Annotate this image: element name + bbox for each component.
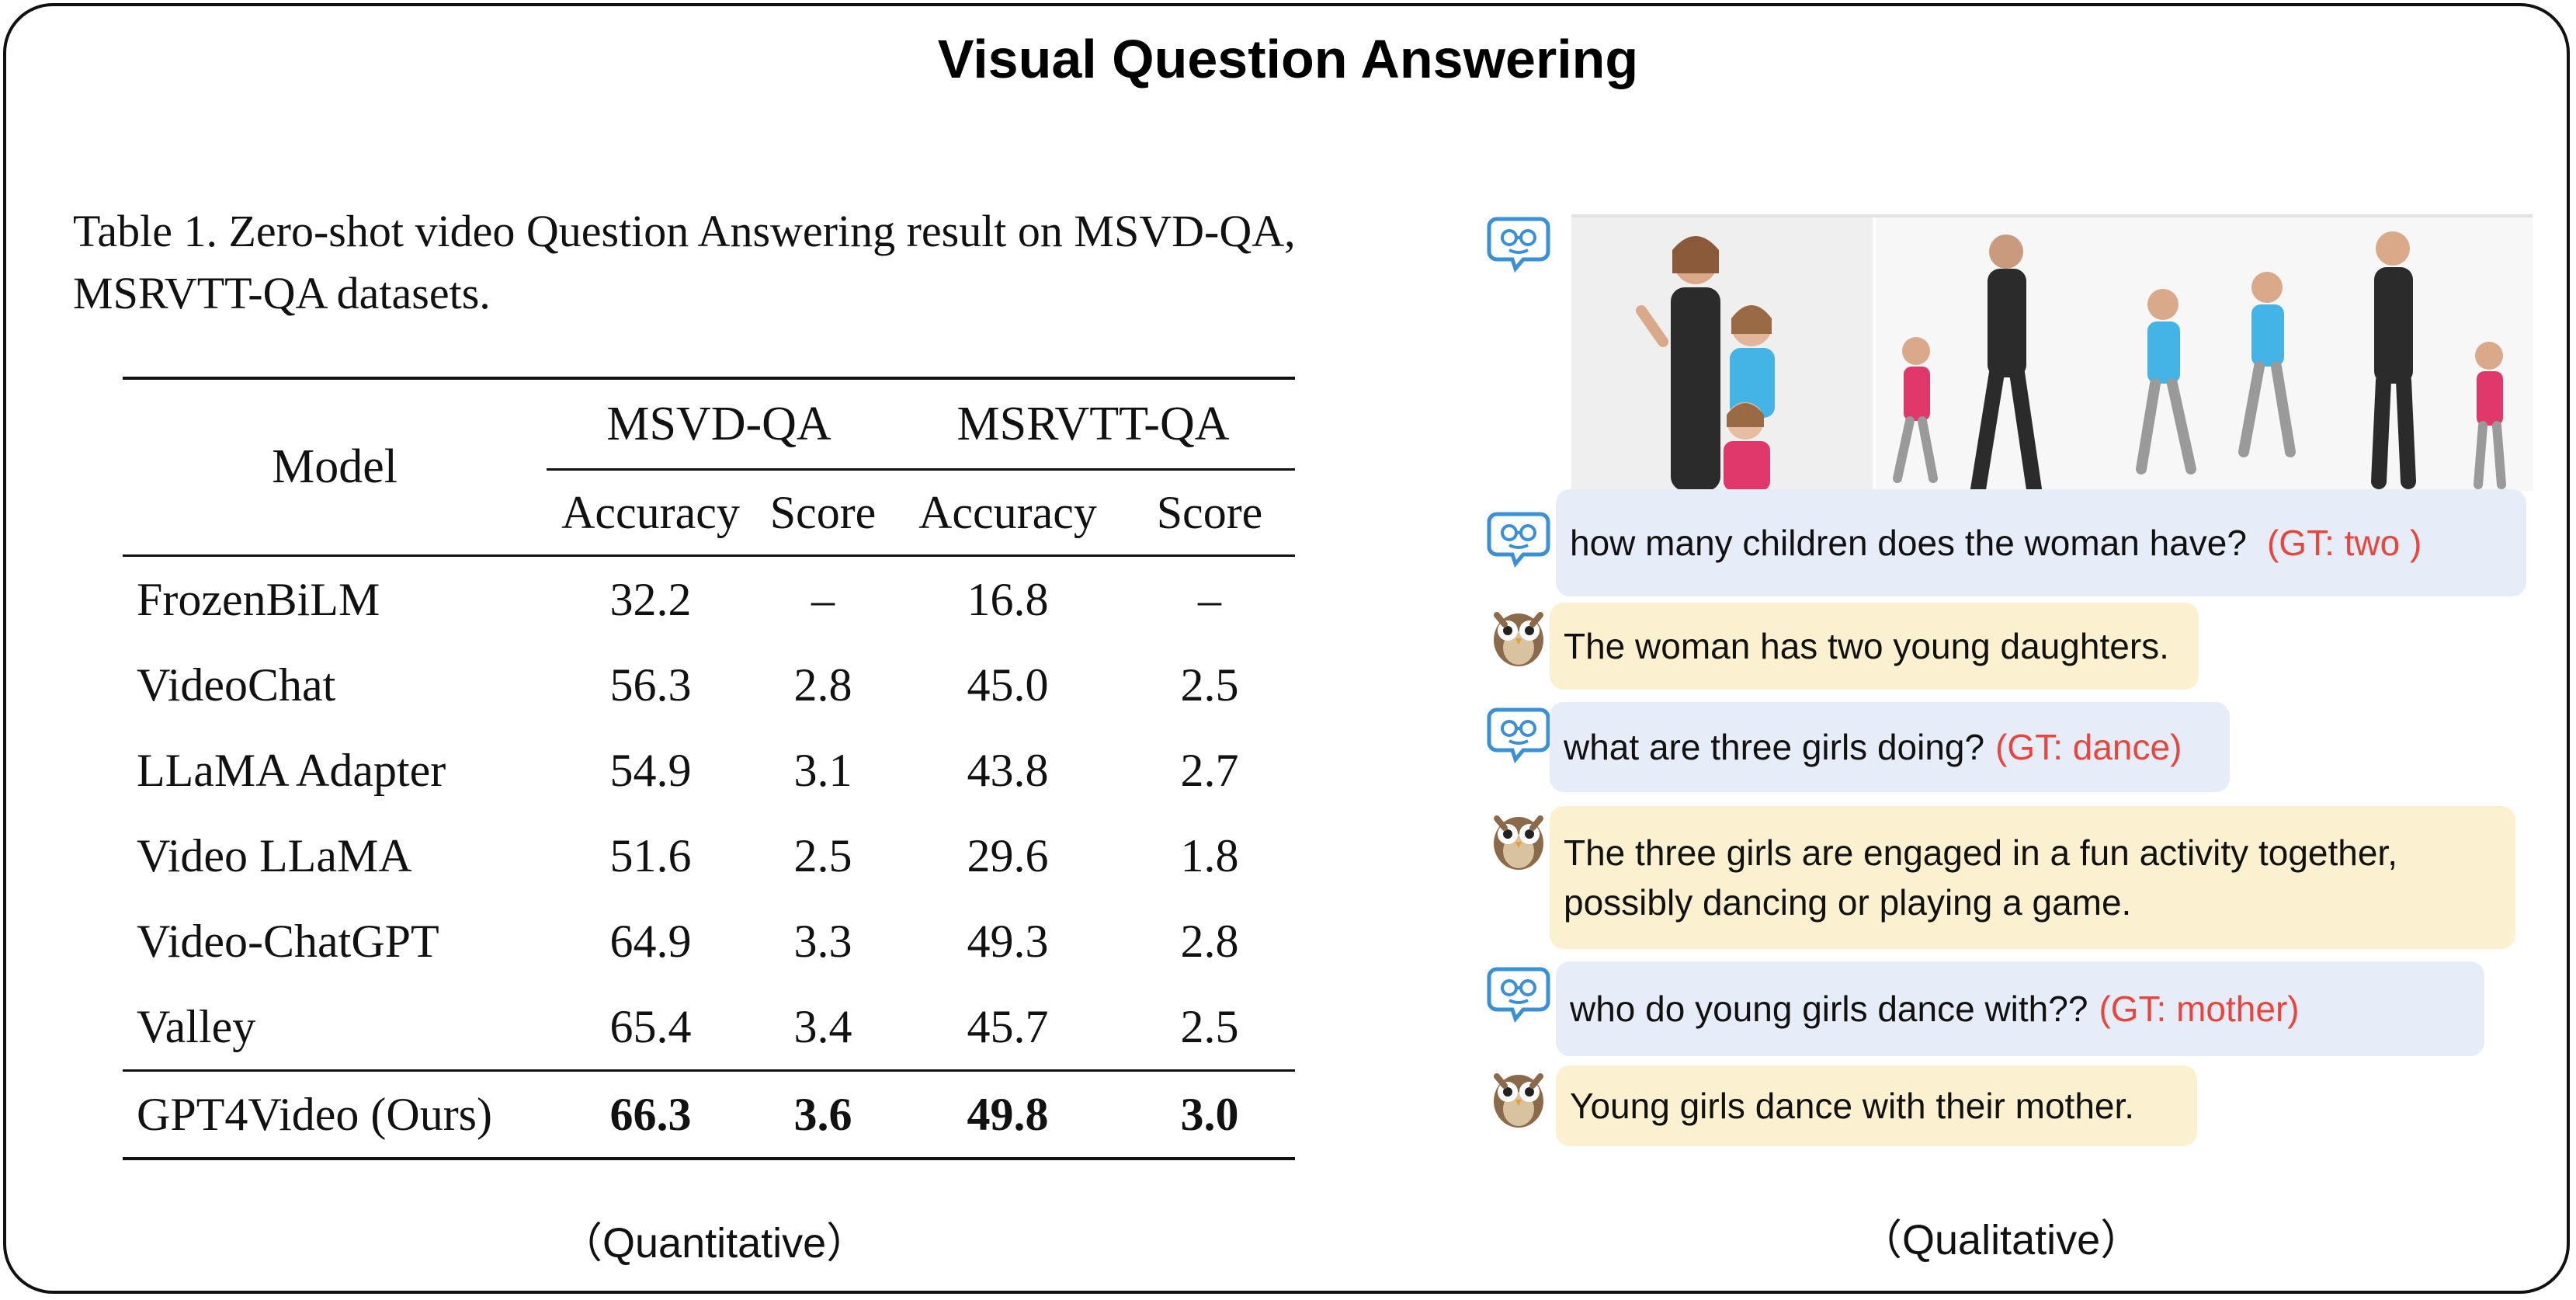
model-name: GPT4Video (Ours) bbox=[137, 1088, 492, 1140]
message-text: who do young girls dance with?? bbox=[1570, 989, 2088, 1029]
ground-truth-label: (GT: mother) bbox=[2099, 989, 2300, 1029]
ground-truth-label: (GT: dance) bbox=[1995, 727, 2182, 767]
cell-value: 45.7 bbox=[967, 1000, 1049, 1052]
cell-value: 3.1 bbox=[793, 744, 852, 796]
cell-value-best: 66.3 bbox=[609, 1088, 692, 1140]
robot-face-icon bbox=[1487, 707, 1550, 764]
sub-header: Score bbox=[1156, 486, 1263, 538]
cell-value: 65.4 bbox=[609, 1000, 692, 1052]
owl-icon bbox=[1494, 612, 1543, 666]
cell-value: 3.4 bbox=[793, 1000, 852, 1052]
group-header-msrvtt: MSRVTT-QA bbox=[891, 378, 1295, 471]
cell-value-best: 3.6 bbox=[793, 1088, 852, 1140]
message-text: The woman has two young daughters. bbox=[1564, 626, 2169, 666]
video-frames bbox=[1571, 214, 2533, 491]
video-frame-3 bbox=[2136, 272, 2296, 474]
results-table: Model MSVD-QA MSRVTT-QA Accuracy Score A… bbox=[123, 377, 1295, 1160]
message-text: how many children does the woman have? bbox=[1570, 523, 2247, 563]
user-message: who do young girls dance with?? (GT: moth… bbox=[1556, 961, 2484, 1056]
cell-value: 2.8 bbox=[793, 659, 852, 711]
table-row: Video-ChatGPT 64.9 3.3 49.3 2.8 bbox=[123, 899, 1295, 984]
video-frame-2 bbox=[1893, 235, 2042, 491]
cell-value: 2.7 bbox=[1180, 744, 1239, 796]
cell-value: 45.0 bbox=[967, 659, 1049, 711]
cell-value-best: 3.0 bbox=[1180, 1088, 1239, 1140]
owl-icon bbox=[1494, 1073, 1543, 1128]
cell-value: 43.8 bbox=[967, 744, 1049, 796]
qualitative-example: how many children does the woman have? (G… bbox=[1475, 202, 2539, 1146]
user-message: what are three girls doing? (GT: dance) bbox=[1550, 702, 2230, 792]
cell-value: – bbox=[1198, 573, 1221, 625]
table-header-groups: Model MSVD-QA MSRVTT-QA bbox=[123, 378, 1295, 493]
user-message: how many children does the woman have? (G… bbox=[1556, 489, 2526, 596]
cell-value: 49.3 bbox=[967, 915, 1049, 967]
message-text: what are three girls doing? bbox=[1564, 727, 1985, 767]
sub-header: Accuracy bbox=[561, 486, 740, 538]
cell-value: 51.6 bbox=[609, 829, 692, 881]
figure-title: Visual Question Answering bbox=[937, 29, 1639, 89]
message-text: Young girls dance with their mother. bbox=[1570, 1086, 2135, 1126]
cell-value: 2.8 bbox=[1180, 915, 1239, 967]
table-row: Video LLaMA 51.6 2.5 29.6 1.8 bbox=[123, 813, 1295, 899]
cell-value: – bbox=[811, 573, 835, 625]
ground-truth-label: (GT: two ) bbox=[2266, 523, 2422, 563]
video-frame-4 bbox=[2371, 231, 2506, 489]
cell-value: 2.5 bbox=[793, 829, 852, 881]
qualitative-label: （Qualitative） bbox=[1860, 1217, 2143, 1264]
cell-value-best: 49.8 bbox=[967, 1088, 1049, 1140]
cell-value: 3.3 bbox=[793, 915, 852, 967]
robot-face-icon bbox=[1487, 217, 1550, 273]
owl-icon bbox=[1494, 815, 1543, 870]
model-name: VideoChat bbox=[137, 659, 336, 711]
robot-face-icon bbox=[1487, 967, 1550, 1024]
group-header-msvd: MSVD-QA bbox=[547, 378, 891, 471]
message-text: The three girls are engaged in a fun act… bbox=[1564, 832, 2397, 923]
bot-message: The three girls are engaged in a fun act… bbox=[1550, 806, 2515, 949]
model-name: LLaMA Adapter bbox=[137, 744, 446, 796]
table-row: LLaMA Adapter 54.9 3.1 43.8 2.7 bbox=[123, 728, 1295, 813]
table-header-metrics: Accuracy Score Accuracy Score bbox=[123, 470, 1295, 556]
cell-value: 29.6 bbox=[967, 829, 1049, 881]
cell-value: 32.2 bbox=[609, 573, 692, 625]
sub-header: Accuracy bbox=[918, 486, 1097, 538]
robot-face-icon bbox=[1487, 512, 1550, 568]
model-name: Video LLaMA bbox=[137, 829, 412, 881]
table-caption: Table 1. Zero-shot video Question Answer… bbox=[73, 206, 1296, 318]
bot-message: The woman has two young daughters. bbox=[1550, 603, 2199, 690]
cell-value: 16.8 bbox=[967, 573, 1049, 625]
cell-value: 56.3 bbox=[609, 659, 692, 711]
model-name: Video-ChatGPT bbox=[137, 915, 439, 967]
table-row-ours: GPT4Video (Ours) 66.3 3.6 49.8 3.0 bbox=[123, 1070, 1295, 1159]
sub-header: Score bbox=[769, 486, 877, 538]
cell-value: 2.5 bbox=[1180, 659, 1239, 711]
cell-value: 54.9 bbox=[609, 744, 692, 796]
cell-value: 2.5 bbox=[1180, 1000, 1239, 1052]
cell-value: 64.9 bbox=[609, 915, 692, 967]
table-row: VideoChat 56.3 2.8 45.0 2.5 bbox=[123, 642, 1295, 728]
quantitative-label: （Quantitative） bbox=[561, 1220, 869, 1267]
model-name: FrozenBiLM bbox=[137, 573, 380, 625]
bot-message: Young girls dance with their mother. bbox=[1556, 1065, 2197, 1146]
figure-frame bbox=[3, 3, 2570, 1294]
table-row: FrozenBiLM 32.2 – 16.8 – bbox=[123, 555, 1295, 643]
model-name: Valley bbox=[137, 1000, 256, 1052]
table-row: Valley 65.4 3.4 45.7 2.5 bbox=[123, 984, 1295, 1071]
cell-value: 1.8 bbox=[1180, 829, 1239, 881]
video-frame-1 bbox=[1636, 236, 1775, 491]
model-header: Model bbox=[272, 440, 398, 493]
